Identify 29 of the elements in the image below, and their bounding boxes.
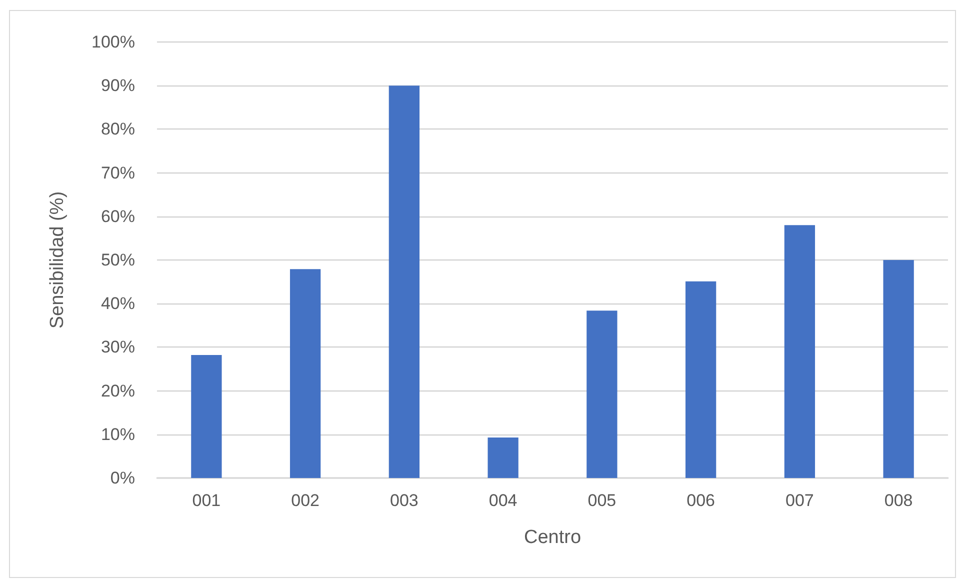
x-tick-label: 008 (884, 491, 913, 510)
y-tick-label: 10% (100, 424, 135, 444)
y-tick-label: 0% (110, 468, 135, 488)
y-tick-label: 80% (100, 120, 135, 139)
bar (191, 355, 222, 478)
y-tick-label: 70% (100, 163, 135, 182)
x-tick-label: 005 (588, 491, 616, 510)
bar (685, 281, 716, 478)
bar (488, 437, 518, 478)
y-tick-label: 20% (100, 381, 135, 400)
x-tick-label: 001 (192, 491, 221, 510)
bar (388, 86, 420, 478)
bar (883, 260, 914, 478)
y-tick-label: 60% (100, 206, 135, 226)
bar (784, 225, 816, 478)
y-tick-label: 30% (100, 338, 135, 357)
x-tick-label: 007 (786, 491, 814, 510)
bar (290, 269, 321, 478)
y-axis-title: Sensibilidad (%) (47, 191, 68, 329)
y-tick-label: 50% (100, 250, 135, 270)
x-tick-label: 004 (488, 491, 518, 510)
x-tick-label: 003 (390, 491, 418, 510)
y-tick-label: 40% (100, 294, 135, 314)
y-tick-label: 100% (92, 32, 135, 52)
x-tick-label: 006 (686, 491, 715, 510)
x-tick-label: 002 (291, 491, 320, 510)
bar (586, 310, 618, 478)
y-tick-label: 90% (100, 76, 135, 96)
x-axis-title: Centro (524, 527, 582, 548)
